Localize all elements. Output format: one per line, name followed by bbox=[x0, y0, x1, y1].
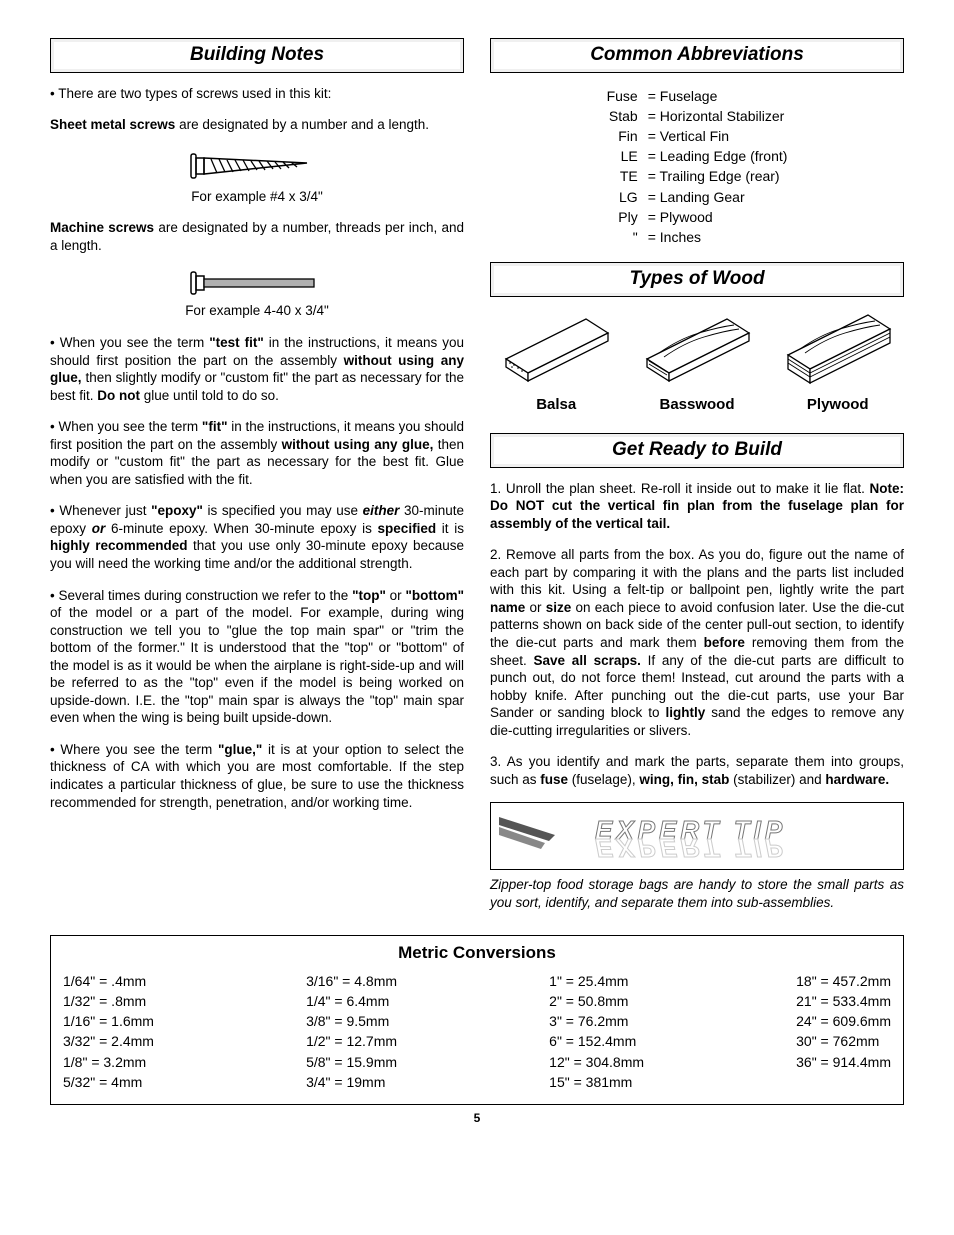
glue-para: • Where you see the term "glue," it is a… bbox=[50, 741, 464, 811]
ready-header: Get Ready to Build bbox=[490, 433, 904, 468]
basswood-label: Basswood bbox=[631, 395, 763, 415]
wood-header: Types of Wood bbox=[490, 262, 904, 297]
plywood-icon bbox=[780, 309, 896, 387]
machine-screw-icon bbox=[187, 268, 327, 298]
metric-box: Metric Conversions 1/64" = .4mm 1/32" = … bbox=[50, 935, 904, 1105]
svg-text:EXPERT TIP: EXPERT TIP bbox=[595, 833, 786, 863]
wood-row: Balsa Basswood bbox=[490, 309, 904, 415]
machine-para: Machine screws are designated by a numbe… bbox=[50, 219, 464, 254]
abbrev-table: Fuse= Fuselage Stab= Horizontal Stabiliz… bbox=[601, 85, 794, 249]
epoxy-para: • Whenever just "epoxy" is specified you… bbox=[50, 502, 464, 572]
plywood-item: Plywood bbox=[772, 309, 904, 415]
page-number: 5 bbox=[50, 1111, 904, 1127]
balsa-label: Balsa bbox=[490, 395, 622, 415]
sheet-metal-para: Sheet metal screws are designated by a n… bbox=[50, 116, 464, 134]
basswood-icon bbox=[639, 309, 755, 387]
balsa-item: Balsa bbox=[490, 309, 622, 415]
metric-col-3: 1" = 25.4mm 2" = 50.8mm 3" = 76.2mm 6" =… bbox=[549, 971, 644, 1093]
top-bottom-para: • Several times during construction we r… bbox=[50, 587, 464, 727]
example1-caption: For example #4 x 3/4" bbox=[50, 188, 464, 206]
expert-tip-graphic: EXPERT TIP EXPERT TIP bbox=[495, 807, 899, 867]
metric-col-4: 18" = 457.2mm 21" = 533.4mm 24" = 609.6m… bbox=[796, 971, 891, 1093]
step2: 2. Remove all parts from the box. As you… bbox=[490, 546, 904, 739]
expert-tip-box: EXPERT TIP EXPERT TIP bbox=[490, 802, 904, 870]
sheet-metal-screw-icon bbox=[187, 148, 327, 184]
metric-col-1: 1/64" = .4mm 1/32" = .8mm 1/16" = 1.6mm … bbox=[63, 971, 154, 1093]
tip-caption: Zipper-top food storage bags are handy t… bbox=[490, 876, 904, 911]
step1: 1. Unroll the plan sheet. Re-roll it ins… bbox=[490, 480, 904, 533]
balsa-icon bbox=[498, 309, 614, 387]
sheet-metal-text: are designated by a number and a length. bbox=[179, 117, 429, 132]
example2-caption: For example 4-40 x 3/4" bbox=[50, 302, 464, 320]
fit-para: • When you see the term "fit" in the ins… bbox=[50, 418, 464, 488]
metric-col-2: 3/16" = 4.8mm 1/4" = 6.4mm 3/8" = 9.5mm … bbox=[306, 971, 397, 1093]
machine-label: Machine screws bbox=[50, 220, 154, 235]
right-column: Common Abbreviations Fuse= Fuselage Stab… bbox=[490, 38, 904, 911]
sheet-metal-label: Sheet metal screws bbox=[50, 117, 175, 132]
building-notes-header: Building Notes bbox=[50, 38, 464, 73]
left-column: Building Notes • There are two types of … bbox=[50, 38, 464, 911]
basswood-item: Basswood bbox=[631, 309, 763, 415]
metric-title: Metric Conversions bbox=[63, 942, 891, 964]
abbrev-header: Common Abbreviations bbox=[490, 38, 904, 73]
step3: 3. As you identify and mark the parts, s… bbox=[490, 753, 904, 788]
testfit-para: • When you see the term "test fit" in th… bbox=[50, 334, 464, 404]
plywood-label: Plywood bbox=[772, 395, 904, 415]
intro-text: • There are two types of screws used in … bbox=[50, 85, 464, 103]
